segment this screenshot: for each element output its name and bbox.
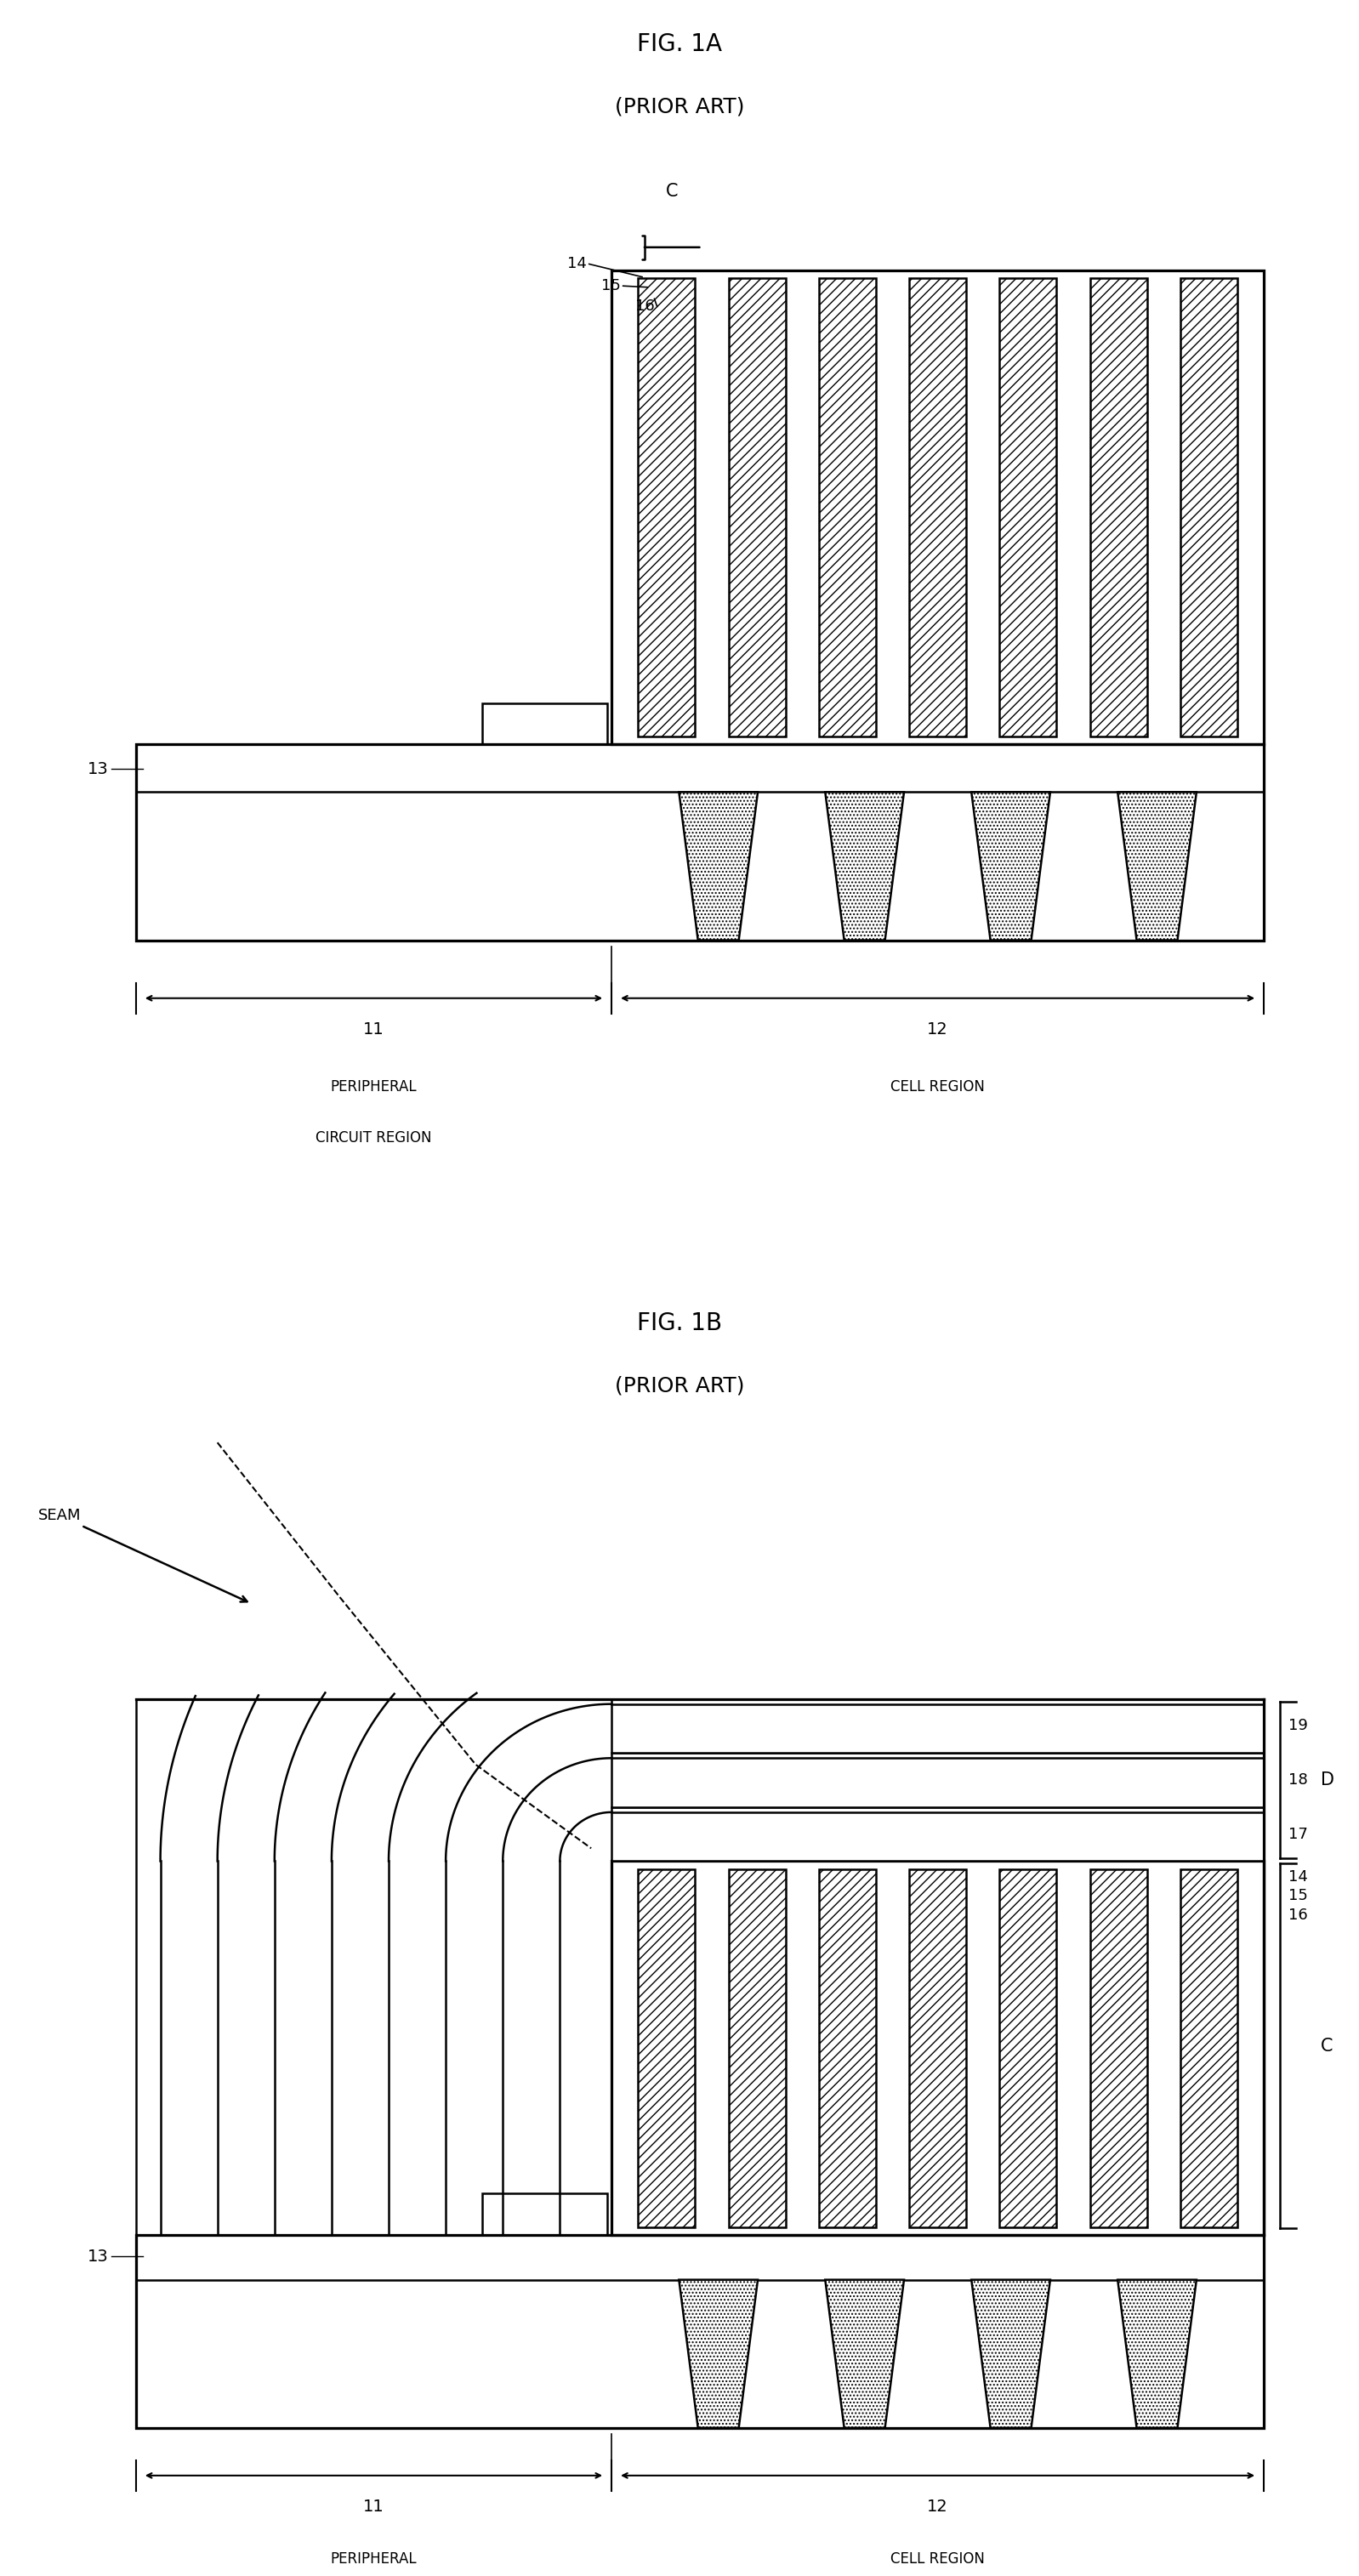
Bar (639, 278, 696, 737)
Text: FIG. 1B: FIG. 1B (637, 1311, 722, 1334)
Bar (728, 1868, 786, 2226)
Bar (612, 1808, 1264, 1860)
Text: 16: 16 (635, 299, 655, 314)
Text: 15: 15 (1288, 1888, 1307, 1904)
Bar (482, 703, 607, 744)
Bar (612, 1752, 1264, 1808)
Bar (1000, 278, 1057, 737)
Bar (612, 1700, 1264, 1752)
Text: C: C (666, 183, 678, 198)
Bar (136, 2233, 1264, 2280)
Bar (136, 744, 1264, 793)
Text: 16: 16 (1288, 1909, 1307, 1922)
Text: (PRIOR ART): (PRIOR ART) (614, 1376, 745, 1396)
Polygon shape (972, 2280, 1051, 2427)
Bar (1181, 1868, 1238, 2226)
Bar (482, 2192, 607, 2233)
Bar (1090, 278, 1147, 737)
Bar (612, 270, 1264, 744)
Text: D: D (1321, 1772, 1335, 1788)
Bar (136, 2233, 1264, 2427)
Text: (PRIOR ART): (PRIOR ART) (614, 95, 745, 116)
Text: CELL REGION: CELL REGION (890, 2550, 985, 2566)
Text: CELL REGION: CELL REGION (890, 1079, 985, 1095)
Text: 13: 13 (88, 2249, 109, 2264)
Text: 19: 19 (1288, 1718, 1307, 1734)
Bar (1090, 1868, 1147, 2226)
Text: 11: 11 (363, 1023, 385, 1038)
Polygon shape (1117, 2280, 1196, 2427)
Text: 11: 11 (363, 2499, 385, 2514)
Bar (818, 278, 877, 737)
Polygon shape (825, 2280, 904, 2427)
Text: 14: 14 (567, 258, 587, 270)
Text: SEAM: SEAM (38, 1507, 247, 1602)
Text: 14: 14 (1288, 1870, 1307, 1883)
Text: 13: 13 (88, 760, 109, 778)
Polygon shape (825, 793, 904, 940)
Bar (639, 1868, 696, 2226)
Text: PERIPHERAL: PERIPHERAL (330, 2550, 417, 2566)
Polygon shape (680, 2280, 758, 2427)
Bar (136, 744, 1264, 940)
Bar (909, 1868, 966, 2226)
Bar (612, 1860, 1264, 2233)
Text: 18: 18 (1288, 1772, 1307, 1788)
Text: C: C (1321, 2038, 1333, 2056)
Text: 15: 15 (601, 278, 621, 294)
Bar (728, 278, 786, 737)
Bar (1000, 1868, 1057, 2226)
Text: FIG. 1A: FIG. 1A (637, 31, 722, 57)
Text: CIRCUIT REGION: CIRCUIT REGION (315, 1131, 432, 1146)
Polygon shape (1117, 793, 1196, 940)
Text: 12: 12 (927, 1023, 949, 1038)
Polygon shape (680, 793, 758, 940)
Text: 12: 12 (927, 2499, 949, 2514)
Text: PERIPHERAL: PERIPHERAL (330, 1079, 417, 1095)
Bar (818, 1868, 877, 2226)
Bar (909, 278, 966, 737)
Bar (1181, 278, 1238, 737)
Polygon shape (972, 793, 1051, 940)
Text: 17: 17 (1288, 1826, 1307, 1842)
